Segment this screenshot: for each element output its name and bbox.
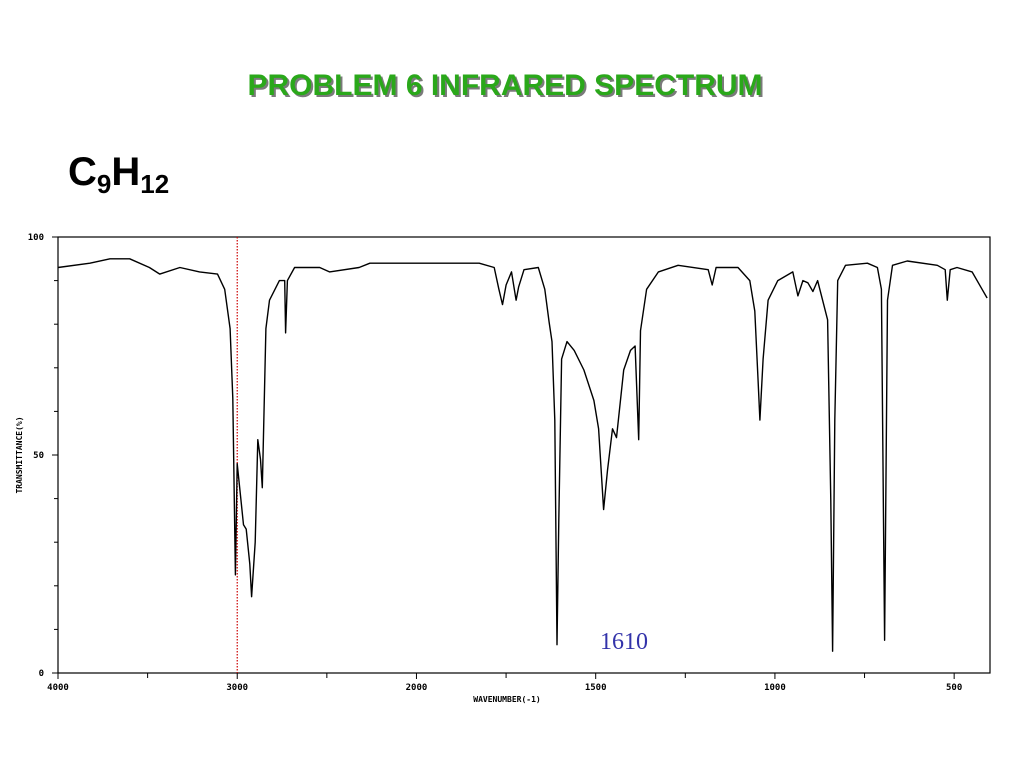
chart-title: PROBLEM 6 INFRARED SPECTRUM (247, 69, 762, 102)
y-tick-label: 100 (28, 233, 44, 243)
formula-part: C (68, 150, 97, 194)
plot-frame (57, 236, 991, 674)
title-shadow: PROBLEM 6 INFRARED SPECTRUM (249, 71, 764, 104)
y-tick-label: 0 (39, 669, 44, 679)
y-axis-label: TRANSMITTANCE(%) (15, 416, 24, 493)
x-tick-label: 2000 (406, 683, 428, 693)
x-tick-label: 1500 (585, 683, 607, 693)
x-tick-label: 4000 (47, 683, 69, 693)
x-axis-label: WAVENUMBER(-1) (473, 695, 540, 704)
spectrum-line (57, 258, 988, 652)
y-tick-label: 50 (33, 451, 44, 461)
x-tick-label: 3000 (226, 683, 248, 693)
formula-part: H (111, 150, 140, 194)
formula-subscript: 9 (97, 169, 111, 199)
x-tick-label: 1000 (764, 683, 786, 693)
formula: C9H12 (68, 150, 169, 199)
annotation: 1610 (600, 629, 648, 655)
x-tick-label: 500 (946, 683, 962, 693)
formula-subscript: 12 (140, 169, 169, 199)
